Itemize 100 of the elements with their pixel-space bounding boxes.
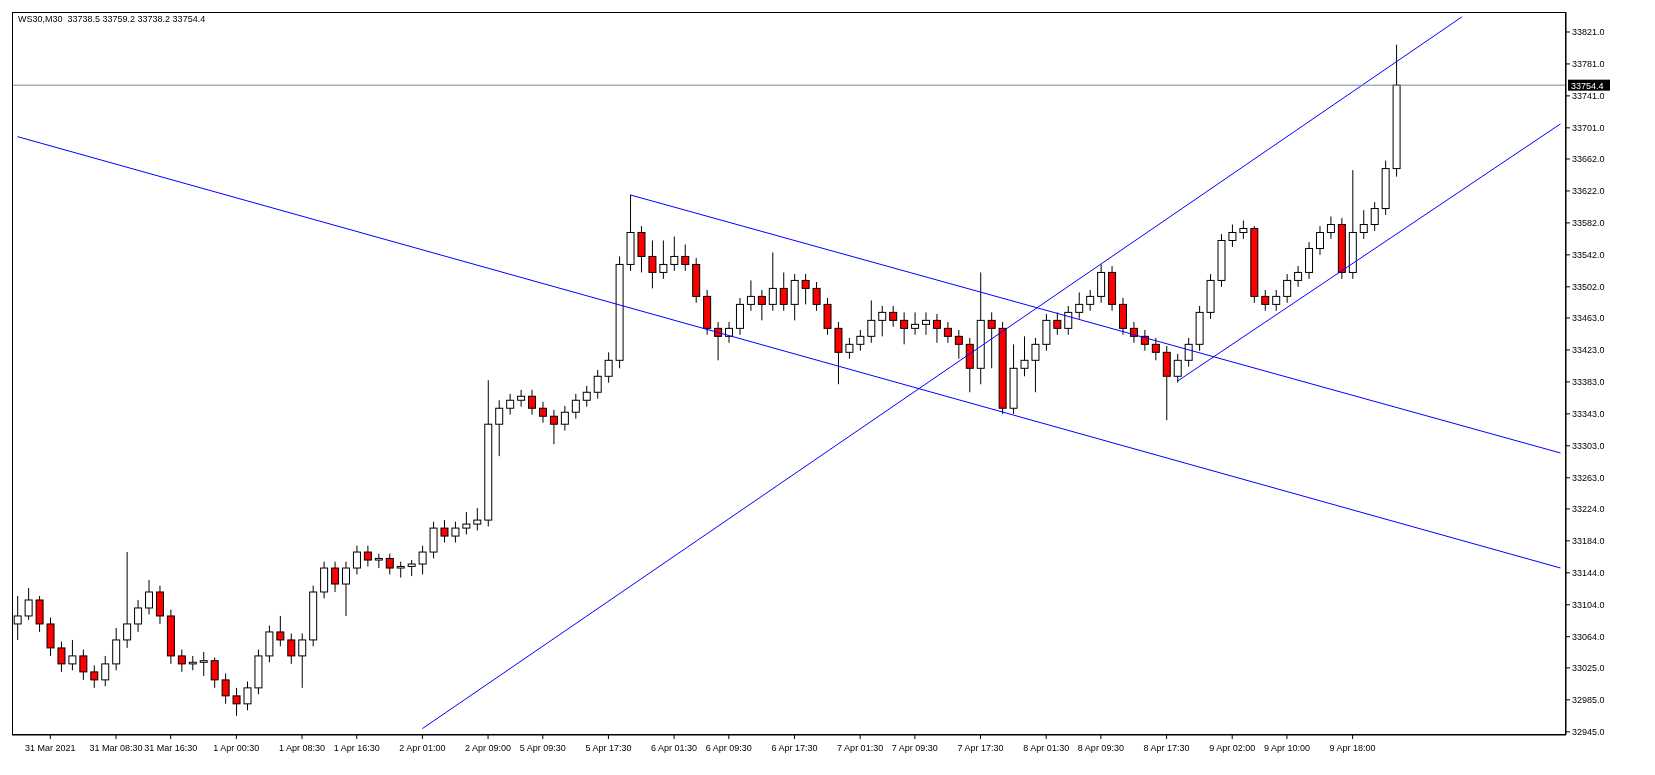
candlestick xyxy=(735,297,744,336)
y-tick-label: 33781.0 xyxy=(1572,59,1605,70)
candlestick xyxy=(965,337,974,393)
candlestick xyxy=(177,649,186,673)
candlestick xyxy=(878,305,887,337)
candlestick xyxy=(1097,263,1106,304)
x-tick-label: 31 Mar 16:30 xyxy=(144,743,198,753)
candlestick xyxy=(889,305,898,328)
y-tick-label: 33502.0 xyxy=(1572,282,1605,293)
candlestick xyxy=(287,633,296,665)
x-tick-label: 2 Apr 01:00 xyxy=(399,743,446,753)
x-tick-label: 1 Apr 16:30 xyxy=(333,743,380,753)
candlestick xyxy=(560,405,569,432)
candlestick xyxy=(922,311,931,336)
candlestick xyxy=(1294,265,1303,288)
candlestick xyxy=(473,507,482,531)
y-tick-label: 33104.0 xyxy=(1572,599,1605,610)
candlestick xyxy=(112,627,121,671)
candlestick xyxy=(155,585,164,625)
y-tick-label: 33542.0 xyxy=(1572,250,1605,261)
y-tick-label: 33064.0 xyxy=(1572,631,1605,642)
candlestick xyxy=(1184,337,1193,368)
candlestick xyxy=(68,639,77,671)
x-tick-label: 6 Apr 17:30 xyxy=(771,743,818,753)
ref-line-label: 33754.4 xyxy=(1571,80,1604,91)
candlestick xyxy=(276,615,285,647)
candlestick xyxy=(1283,273,1292,304)
y-tick-label: 33701.0 xyxy=(1572,123,1605,134)
candlestick xyxy=(123,551,132,649)
y-tick-label: 32985.0 xyxy=(1572,695,1605,706)
x-tick-label: 7 Apr 17:30 xyxy=(957,743,1004,753)
candlestick xyxy=(429,521,438,559)
y-tick-label: 33463.0 xyxy=(1572,313,1605,324)
candlestick xyxy=(1272,289,1281,312)
x-tick-label: 9 Apr 18:00 xyxy=(1329,743,1376,753)
candlestick xyxy=(856,329,865,352)
candlestick xyxy=(571,393,580,420)
candlestick xyxy=(911,311,920,336)
y-tick-label: 33303.0 xyxy=(1572,440,1605,451)
x-tick-label: 1 Apr 00:30 xyxy=(213,743,260,753)
candlestick xyxy=(1370,201,1379,232)
candlestick xyxy=(681,243,690,272)
y-tick-label: 33343.0 xyxy=(1572,409,1605,420)
x-tick-label: 5 Apr 09:30 xyxy=(519,743,566,753)
candlestick xyxy=(418,545,427,575)
candlestick xyxy=(1359,209,1368,240)
y-tick-label: 32945.0 xyxy=(1572,727,1605,737)
x-tick-label: 9 Apr 10:00 xyxy=(1263,743,1310,753)
y-tick-label: 33184.0 xyxy=(1572,536,1605,547)
candlestick xyxy=(538,401,547,424)
candlestick xyxy=(440,519,449,543)
chart-title: WS30,M30 33738.5 33759.2 33738.2 33754.4 xyxy=(18,14,206,24)
candlestick xyxy=(101,655,110,687)
x-tick-label: 7 Apr 09:30 xyxy=(891,743,938,753)
candlestick xyxy=(1086,289,1095,312)
candlestick xyxy=(790,273,799,321)
candlestick xyxy=(659,239,668,280)
candlestick xyxy=(331,561,340,593)
candlestick xyxy=(1162,345,1171,421)
candlestick xyxy=(845,337,854,360)
x-tick-label: 5 Apr 17:30 xyxy=(585,743,632,753)
candlestick xyxy=(221,672,230,705)
candlestick xyxy=(1173,353,1182,384)
candlestick xyxy=(823,297,832,336)
candlestick xyxy=(243,680,252,711)
x-tick-label: 2 Apr 09:00 xyxy=(465,743,512,753)
candlestick xyxy=(593,369,602,400)
y-tick-label: 33662.0 xyxy=(1572,154,1605,165)
x-tick-label: 31 Mar 2021 xyxy=(25,743,76,753)
candlestick xyxy=(1261,289,1270,312)
candlestick xyxy=(768,251,777,312)
x-tick-label: 8 Apr 01:30 xyxy=(1023,743,1070,753)
candlestick xyxy=(1151,337,1160,361)
x-tick-label: 9 Apr 02:00 xyxy=(1209,743,1256,753)
candlestick xyxy=(604,351,613,384)
candlestick xyxy=(517,389,526,408)
candlestick xyxy=(1031,337,1040,393)
candlestick xyxy=(1053,311,1062,336)
x-tick-label: 1 Apr 08:30 xyxy=(278,743,326,753)
x-tick-label: 7 Apr 01:30 xyxy=(837,743,884,753)
candlestick xyxy=(900,311,909,345)
candlestick xyxy=(746,279,755,312)
y-tick-label: 33821.0 xyxy=(1572,27,1605,38)
candlestick xyxy=(954,329,963,360)
candlestick xyxy=(932,313,941,344)
candlestick xyxy=(46,617,55,657)
x-tick-label: 31 Mar 08:30 xyxy=(89,743,143,753)
candlestick xyxy=(987,311,996,369)
y-tick-label: 33383.0 xyxy=(1572,377,1605,388)
candlestick xyxy=(79,649,88,681)
candlestick xyxy=(363,545,372,567)
candlestick xyxy=(1326,216,1335,240)
candlestick xyxy=(867,299,876,344)
candlestick xyxy=(1239,220,1248,240)
candlestick xyxy=(582,385,591,408)
candlestick xyxy=(1315,225,1324,256)
candlestick xyxy=(801,273,810,305)
x-tick-label: 6 Apr 01:30 xyxy=(651,743,698,753)
y-tick-label: 33025.0 xyxy=(1572,663,1605,674)
candlestick xyxy=(549,409,558,445)
